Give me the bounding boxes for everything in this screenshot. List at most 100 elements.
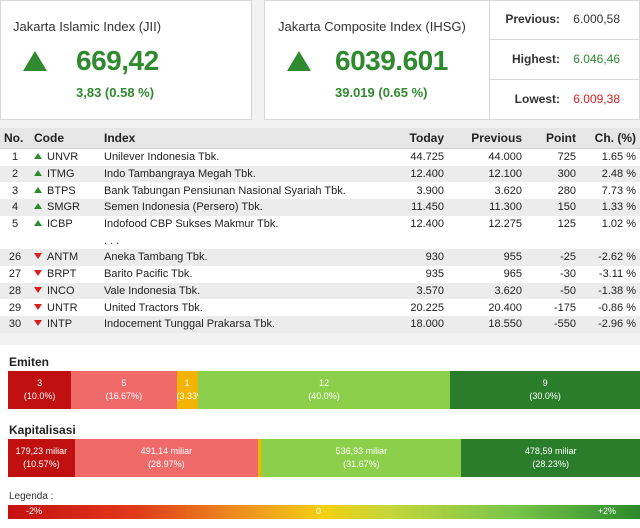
table-row[interactable]: 1 UNVR Unilever Indonesia Tbk. 44.725 44.000… bbox=[0, 149, 640, 166]
row-point: 150 bbox=[526, 199, 580, 216]
kapitalisasi-segment-value: 179,23 miliar bbox=[15, 446, 68, 456]
row-code-cell: ITMG bbox=[30, 165, 100, 183]
emiten-segment-value: 3 bbox=[37, 378, 43, 388]
previous-value: 6.000,58 bbox=[573, 12, 620, 26]
table-row[interactable]: 2 ITMG Indo Tambangraya Megah Tbk. 12.400 12… bbox=[0, 165, 640, 183]
row-code-cell: INCO bbox=[30, 282, 100, 300]
row-today: 935 bbox=[425, 268, 444, 281]
row-code-cell: ICBP bbox=[30, 216, 100, 233]
row-no: 26 bbox=[0, 249, 30, 266]
ihsg-title: Jakarta Composite Index (IHSG) bbox=[278, 19, 466, 34]
table-row[interactable]: 30 INTP Indocement Tunggal Prakarsa Tbk. 18… bbox=[0, 315, 640, 333]
emiten-segment-pct: (30.0%) bbox=[529, 391, 561, 401]
legend-gradient: -2% 0 +2% bbox=[8, 505, 640, 519]
legend-title: Legenda : bbox=[9, 491, 54, 502]
col-code: Code bbox=[30, 128, 100, 149]
row-point: 725 bbox=[557, 151, 576, 164]
row-index-name: Indo Tambangraya Megah Tbk. bbox=[100, 165, 386, 183]
emiten-segment-pct: (10.0%) bbox=[23, 391, 56, 401]
row-previous: 965 bbox=[503, 268, 522, 281]
kapitalisasi-title: Kapitalisasi bbox=[9, 423, 76, 437]
ellipsis-row: . . . bbox=[0, 232, 640, 249]
row-previous: 11.300 bbox=[448, 199, 526, 216]
row-today: 18.000 bbox=[386, 315, 448, 333]
kapitalisasi-segment[interactable]: 179,23 miliar (10.57%) bbox=[8, 439, 75, 477]
up-arrow-icon bbox=[34, 153, 42, 160]
previous-label: Previous: bbox=[505, 12, 560, 26]
row-code: ICBP bbox=[47, 218, 73, 231]
col-no: No. bbox=[0, 128, 30, 149]
emiten-segment-value: 9 bbox=[542, 378, 548, 388]
row-today: 3.900 bbox=[416, 184, 444, 197]
row-code: ANTM bbox=[47, 251, 79, 264]
emiten-bar: 3 (10.0%) 5 (16.67%) 1 (3.33%) 12 (40.0%) 9 (30.0… bbox=[8, 371, 640, 409]
row-ch: 1.33 % bbox=[580, 199, 640, 216]
row-code: INCO bbox=[47, 284, 75, 297]
table-row[interactable]: 3 BTPS Bank Tabungan Pensiunan Nasional Sy… bbox=[0, 182, 640, 199]
kapitalisasi-segment-pct: (28.97%) bbox=[148, 459, 185, 469]
row-index-name: Semen Indonesia (Persero) Tbk. bbox=[100, 199, 386, 216]
row-no: 5 bbox=[11, 218, 19, 231]
row-today: 11.450 bbox=[386, 199, 448, 216]
row-point: -50 bbox=[526, 282, 580, 300]
ihsg-change: 39.019 (0.65 %) bbox=[335, 85, 428, 100]
table-row[interactable]: 4 SMGR Semen Indonesia (Persero) Tbk. 11.45… bbox=[0, 199, 640, 216]
emiten-segment-value: 12 bbox=[318, 378, 329, 388]
table-row[interactable]: 29 UNTR United Tractors Tbk. 20.225 20.400 -1… bbox=[0, 299, 640, 316]
emiten-title: Emiten bbox=[9, 355, 50, 369]
table-header-row: No. Code Index Today Previous Point Ch. … bbox=[0, 128, 640, 149]
row-ch: 2.48 % bbox=[580, 165, 640, 183]
row-code: BTPS bbox=[47, 184, 76, 197]
kapitalisasi-segment[interactable]: 536,93 miliar (31.67%) bbox=[261, 439, 462, 477]
col-today: Today bbox=[386, 128, 448, 149]
row-no: 1 bbox=[11, 151, 19, 164]
row-code-cell: SMGR bbox=[30, 199, 100, 216]
stocks-table: No. Code Index Today Previous Point Ch. … bbox=[0, 128, 640, 333]
down-arrow-icon bbox=[34, 270, 42, 277]
row-index-name: Bank Tabungan Pensiunan Nasional Syariah… bbox=[104, 184, 346, 197]
table-row[interactable]: 28 INCO Vale Indonesia Tbk. 3.570 3.620 -50 -1… bbox=[0, 282, 640, 300]
kapitalisasi-bar: 179,23 miliar (10.57%) 491,14 miliar (28.97… bbox=[8, 439, 640, 477]
row-point: 280 bbox=[557, 184, 576, 197]
row-code-cell: BRPT bbox=[30, 266, 100, 283]
row-ch: -2.62 % bbox=[580, 249, 640, 266]
kapitalisasi-segment-value: 491,14 miliar bbox=[140, 446, 193, 456]
up-arrow-icon bbox=[34, 220, 42, 227]
lowest-label: Lowest: bbox=[514, 92, 560, 106]
emiten-segment[interactable]: 12 (40.0%) bbox=[197, 371, 451, 409]
row-index-name: Vale Indonesia Tbk. bbox=[100, 282, 386, 300]
col-point: Point bbox=[526, 128, 580, 149]
emiten-segment-pct: (40.0%) bbox=[308, 391, 340, 401]
row-ch: 7.73 % bbox=[601, 184, 636, 197]
row-code: INTP bbox=[47, 318, 73, 331]
emiten-segment[interactable]: 1 (3.33%) bbox=[176, 371, 198, 409]
kapitalisasi-segment[interactable]: 491,14 miliar (28.97%) bbox=[74, 439, 258, 477]
up-arrow-icon bbox=[34, 170, 42, 177]
row-today: 20.225 bbox=[410, 301, 444, 314]
kapitalisasi-segment[interactable]: 478,59 miliar (28.23%) bbox=[461, 439, 640, 477]
row-point: -25 bbox=[526, 249, 580, 266]
row-previous: 12.100 bbox=[448, 165, 526, 183]
table-row[interactable]: 26 ANTM Aneka Tambang Tbk. 930 955 -25 -2.62 % bbox=[0, 249, 640, 266]
row-ch: -2.96 % bbox=[580, 315, 640, 333]
row-code: BRPT bbox=[47, 268, 77, 281]
emiten-segment[interactable]: 3 (10.0%) bbox=[8, 371, 72, 409]
row-today: 12.400 bbox=[410, 218, 444, 231]
row-ch: -1.38 % bbox=[580, 282, 640, 300]
row-previous: 3.620 bbox=[494, 184, 522, 197]
kapitalisasi-segment[interactable] bbox=[257, 439, 262, 477]
row-previous: 18.550 bbox=[448, 315, 526, 333]
table-row[interactable]: 5 ICBP Indofood CBP Sukses Makmur Tbk. 12.4… bbox=[0, 216, 640, 233]
stat-previous: Previous: 6.000,58 bbox=[489, 0, 640, 40]
emiten-segment[interactable]: 5 (16.67%) bbox=[71, 371, 177, 409]
ellipsis-text: . . . bbox=[104, 234, 120, 247]
stat-lowest: Lowest: 6.009,38 bbox=[489, 80, 640, 120]
table-row[interactable]: 27 BRPT Barito Pacific Tbk. 935 965 -30 -3.11 … bbox=[0, 266, 640, 283]
down-arrow-icon bbox=[34, 320, 42, 327]
down-arrow-icon bbox=[34, 303, 42, 310]
emiten-segment[interactable]: 9 (30.0%) bbox=[450, 371, 640, 409]
up-arrow-icon bbox=[34, 203, 42, 210]
row-code: ITMG bbox=[47, 168, 75, 181]
row-point: -550 bbox=[526, 315, 580, 333]
row-code-cell: BTPS bbox=[30, 182, 100, 199]
